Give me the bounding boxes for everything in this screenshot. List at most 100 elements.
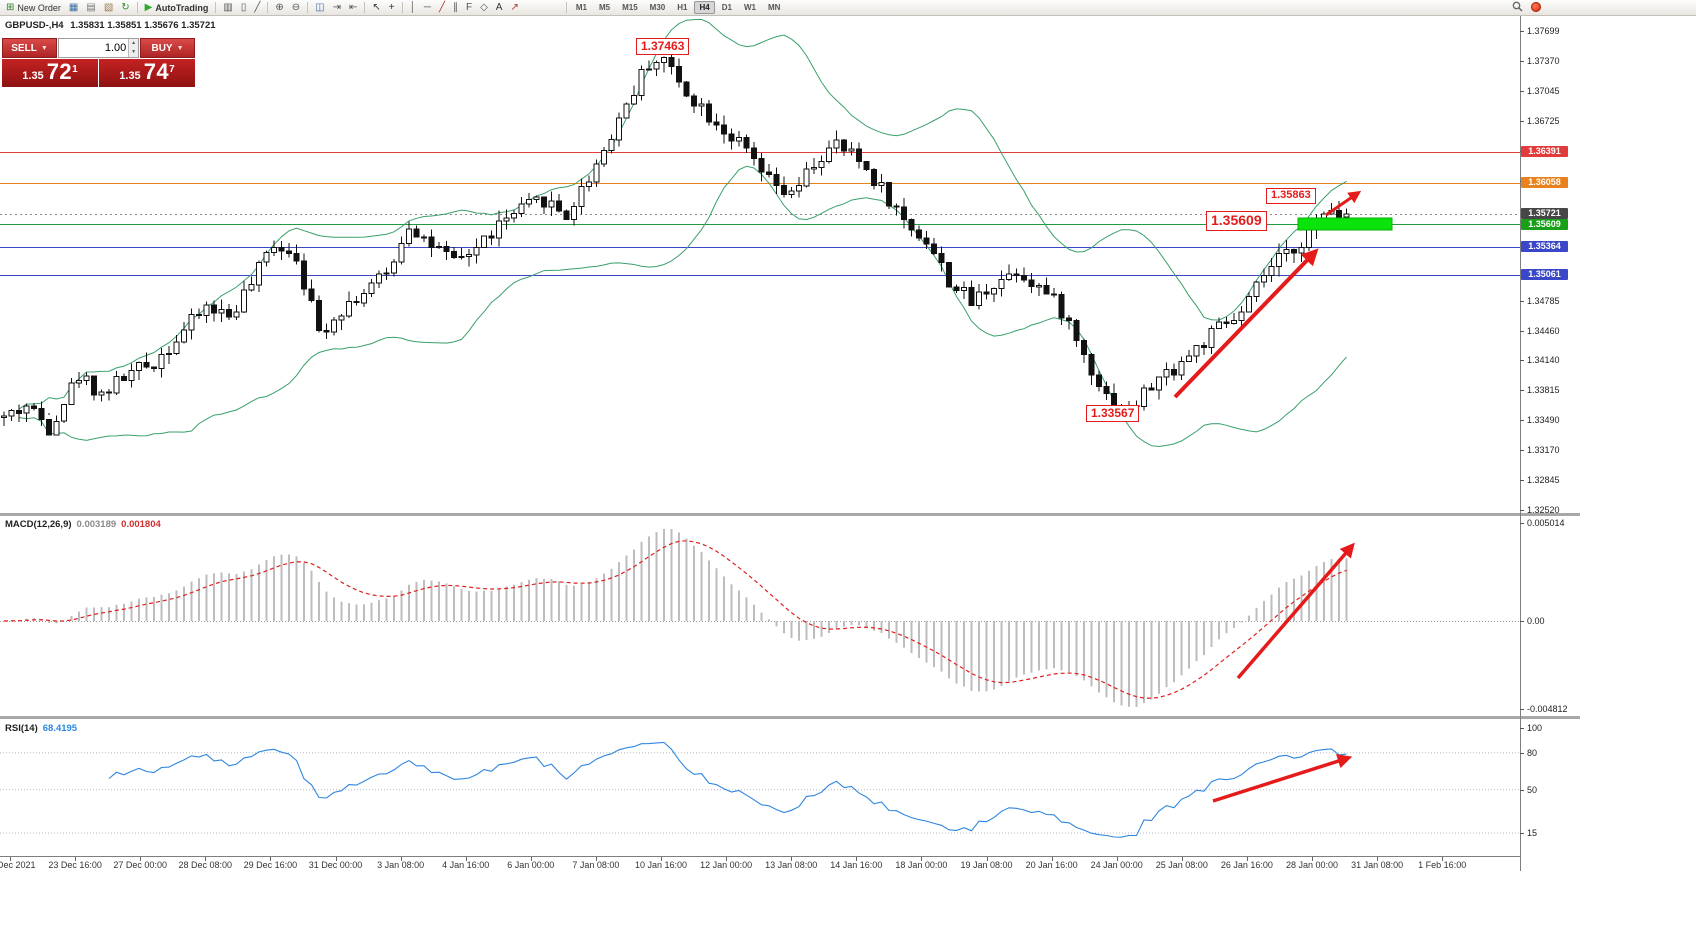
arrows-icon[interactable]: ↗ bbox=[506, 1, 522, 15]
text-icon: A bbox=[495, 1, 503, 13]
buy-button[interactable]: BUY ▼ bbox=[140, 38, 195, 58]
price-axis-tickmark bbox=[1520, 479, 1524, 481]
time-axis-label: 27 Dec 00:00 bbox=[113, 860, 167, 870]
time-axis-label: 19 Jan 08:00 bbox=[960, 860, 1013, 870]
chevron-down-icon: ▼ bbox=[176, 44, 184, 52]
time-axis-label: 14 Jan 16:00 bbox=[830, 860, 883, 870]
timeframe-m15-button[interactable]: M15 bbox=[622, 3, 638, 12]
metaeditor-icon[interactable]: ▧ bbox=[100, 1, 117, 15]
new-order-button[interactable]: ⊞ New Order bbox=[2, 1, 65, 15]
timeframe-m1-button[interactable]: M1 bbox=[575, 3, 587, 12]
zoom-out-icon[interactable]: ⊖ bbox=[288, 1, 304, 15]
vertical-line-icon[interactable]: │ bbox=[406, 1, 420, 15]
bar-chart-icon[interactable]: ▥ bbox=[219, 1, 236, 15]
price-badge-1.36058: 1.36058 bbox=[1521, 177, 1568, 189]
alert-icon[interactable] bbox=[1531, 1, 1541, 12]
timeframe-m5-button[interactable]: M5 bbox=[598, 3, 611, 12]
toolbar-separator bbox=[364, 2, 366, 13]
auto-scroll-icon[interactable]: ⇤ bbox=[345, 1, 361, 15]
time-axis-tickmark bbox=[1377, 857, 1379, 861]
buy-price-box[interactable]: 1.35 74 7 bbox=[99, 59, 195, 87]
sell-price-box[interactable]: 1.35 72 1 bbox=[2, 59, 98, 87]
volume-stepper[interactable]: ▲ ▼ bbox=[128, 39, 138, 57]
swing-high-label: 1.35863 bbox=[1266, 188, 1316, 204]
text-icon[interactable]: A bbox=[492, 1, 507, 15]
macd-axis-tickmark bbox=[1520, 523, 1524, 524]
buy-price-prefix: 1.35 bbox=[119, 70, 141, 82]
stepper-down-icon[interactable]: ▼ bbox=[129, 48, 138, 57]
time-axis-label: 10 Jan 16:00 bbox=[634, 860, 688, 870]
time-axis-tickmark bbox=[465, 857, 467, 861]
macd-histogram bbox=[10, 529, 1348, 707]
price-badge-1.35061: 1.35061 bbox=[1521, 269, 1568, 281]
timeframe-w1-button[interactable]: W1 bbox=[743, 3, 756, 12]
time-axis-tickmark bbox=[726, 857, 728, 861]
trend-arrow-macd bbox=[1236, 542, 1355, 680]
time-axis-label: 18 Jan 00:00 bbox=[895, 860, 948, 870]
time-axis-tickmark bbox=[595, 857, 597, 861]
pane-divider[interactable] bbox=[0, 513, 1580, 516]
sell-button[interactable]: SELL ▼ bbox=[2, 38, 57, 58]
trendline-icon[interactable]: ╱ bbox=[435, 1, 449, 15]
price-chart[interactable] bbox=[0, 16, 1520, 513]
new-order-icon: ⊞ bbox=[6, 1, 15, 13]
macd-chart[interactable] bbox=[0, 517, 1520, 716]
horizontal-levels bbox=[0, 152, 1520, 276]
candlestick-chart-icon[interactable]: ▯ bbox=[237, 1, 251, 15]
rsi-chart[interactable] bbox=[0, 720, 1520, 856]
buy-price-big: 74 bbox=[143, 59, 170, 84]
timeframe-m30-button[interactable]: M30 bbox=[649, 3, 666, 12]
trend-arrow-small bbox=[1325, 190, 1362, 217]
horizontal-line-icon[interactable]: ─ bbox=[420, 1, 435, 15]
new-chart-icon[interactable]: ▦ bbox=[65, 1, 82, 15]
right-axis: 1.376991.373701.370451.367251.364001.360… bbox=[1520, 0, 1696, 941]
time-axis-tickmark bbox=[856, 857, 858, 861]
price-axis-line bbox=[1520, 16, 1521, 871]
symbol-timeframe-label: GBPUSD-,H4 bbox=[5, 20, 64, 31]
price-axis-tickmark bbox=[1520, 390, 1524, 392]
channel-icon[interactable]: ∥ bbox=[449, 1, 462, 15]
toolbar-separator bbox=[307, 2, 309, 13]
cursor-icon[interactable]: ↖ bbox=[368, 1, 384, 15]
timeframe-h1-button[interactable]: H1 bbox=[677, 3, 688, 12]
time-axis-tickmark bbox=[270, 857, 272, 861]
price-axis-tick: 1.33815 bbox=[1527, 385, 1560, 396]
chart-shift-icon[interactable]: ⇥ bbox=[329, 1, 345, 15]
cursor-icon: ↖ bbox=[372, 1, 381, 13]
time-axis-label: 7 Jan 08:00 bbox=[572, 860, 620, 870]
time-axis-tickmark bbox=[986, 857, 988, 861]
price-badge-1.35609: 1.35609 bbox=[1521, 218, 1568, 230]
autotrading-button[interactable]: ▶ AutoTrading bbox=[141, 1, 213, 15]
time-axis-label: 26 Jan 16:00 bbox=[1220, 860, 1273, 870]
pane-divider[interactable] bbox=[0, 716, 1580, 719]
time-axis-label: 28 Dec 08:00 bbox=[178, 860, 233, 870]
time-axis-label: 31 Jan 08:00 bbox=[1351, 860, 1404, 870]
toolbar-separator bbox=[565, 2, 567, 13]
tile-windows-icon: ◫ bbox=[315, 1, 325, 13]
ohlc-values: 1.35831 1.35851 1.35676 1.35721 bbox=[70, 20, 216, 31]
price-axis-tickmark bbox=[1520, 91, 1524, 93]
price-axis-tick: 1.33170 bbox=[1527, 444, 1560, 455]
tile-windows-icon[interactable]: ◫ bbox=[311, 1, 328, 15]
volume-input[interactable] bbox=[59, 39, 129, 57]
shapes-icon[interactable]: ◇ bbox=[476, 1, 492, 15]
line-chart-icon[interactable]: ╱ bbox=[250, 1, 264, 15]
price-axis-tick: 1.32845 bbox=[1527, 474, 1560, 485]
stepper-up-icon[interactable]: ▲ bbox=[129, 39, 138, 48]
timeframe-h4-button[interactable]: H4 bbox=[694, 1, 715, 14]
profiles-icon[interactable]: ▤ bbox=[82, 1, 99, 15]
crosshair-icon[interactable]: + bbox=[385, 1, 399, 15]
sell-price-big: 72 bbox=[46, 59, 73, 84]
timeframe-mn-button[interactable]: MN bbox=[767, 3, 781, 12]
refresh-icon[interactable]: ↻ bbox=[117, 1, 133, 15]
time-axis-tickmark bbox=[530, 857, 532, 861]
price-badge-1.36391: 1.36391 bbox=[1521, 146, 1568, 158]
fibonacci-icon[interactable]: F bbox=[462, 1, 476, 15]
level-label: 1.35609 bbox=[1206, 211, 1267, 231]
rsi-axis-tick: 50 bbox=[1527, 784, 1538, 795]
search-icon[interactable] bbox=[1512, 1, 1523, 12]
toolbar: ⊞ New Order ▦ ▤ ▧ ↻ ▶ AutoTrading ▥ ▯ ╱ ⊕ ⊖ ◫ ⇥… bbox=[0, 0, 1696, 16]
timeframe-d1-button[interactable]: D1 bbox=[721, 3, 732, 12]
zoom-in-icon[interactable]: ⊕ bbox=[271, 1, 287, 15]
